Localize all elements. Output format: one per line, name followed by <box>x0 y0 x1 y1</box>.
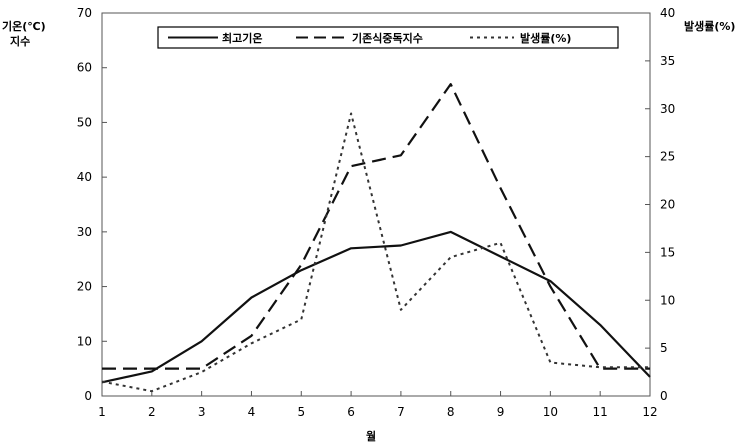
plot-area <box>101 12 651 397</box>
right-tick-label: 5 <box>660 341 668 355</box>
right-axis-ticks: 0 5 10 15 20 25 30 35 40 <box>645 6 675 403</box>
x-tick-label: 6 <box>347 405 355 419</box>
x-tick-label: 8 <box>447 405 455 419</box>
legend-label-rate: 발생률(%) <box>520 31 571 45</box>
left-axis-label-line2: 지수 <box>10 34 30 48</box>
x-axis-label: 월 <box>366 429 376 443</box>
legend-label-max-temp: 최고기온 <box>222 31 262 45</box>
x-tick-label: 3 <box>198 405 206 419</box>
x-tick-label: 1 <box>98 405 106 419</box>
series-line-rate <box>101 112 650 393</box>
x-tick-label: 12 <box>642 405 657 419</box>
left-tick-label: 0 <box>84 389 92 403</box>
left-tick-label: 40 <box>77 170 92 184</box>
x-tick-label: 11 <box>593 405 608 419</box>
left-tick-label: 30 <box>77 225 92 239</box>
right-tick-label: 20 <box>660 198 675 212</box>
legend-label-index: 기존식중독지수 <box>352 31 423 45</box>
legend-box <box>157 26 619 49</box>
left-tick-label: 60 <box>77 61 92 75</box>
left-axis-ticks: 0 10 20 30 40 50 60 70 <box>77 6 107 403</box>
series-lines <box>101 82 651 393</box>
right-axis-label: 발생률(%) <box>684 19 735 33</box>
right-tick-label: 25 <box>660 150 675 164</box>
x-tick-label: 2 <box>148 405 156 419</box>
left-tick-label: 20 <box>77 280 92 294</box>
series-line-max-temp <box>101 230 651 384</box>
x-tick-label: 7 <box>397 405 405 419</box>
right-tick-label: 10 <box>660 293 675 307</box>
left-tick-label: 50 <box>77 115 92 129</box>
left-axis-label-line1: 기온(℃) <box>2 19 46 33</box>
right-tick-label: 35 <box>660 54 675 68</box>
right-tick-label: 40 <box>660 6 675 20</box>
x-axis-ticks: 1 2 3 4 5 6 7 8 9 10 11 12 <box>98 391 658 419</box>
x-tick-label: 9 <box>497 405 505 419</box>
x-tick-label: 10 <box>543 405 558 419</box>
left-tick-label: 10 <box>77 334 92 348</box>
legend: 최고기온 기존식중독지수 발생률(%) <box>157 26 619 49</box>
right-tick-label: 30 <box>660 102 675 116</box>
right-tick-label: 15 <box>660 245 675 259</box>
left-tick-label: 70 <box>77 6 92 20</box>
series-line-index <box>102 82 650 370</box>
x-tick-label: 5 <box>297 405 305 419</box>
right-tick-label: 0 <box>660 389 668 403</box>
x-tick-label: 4 <box>248 405 256 419</box>
